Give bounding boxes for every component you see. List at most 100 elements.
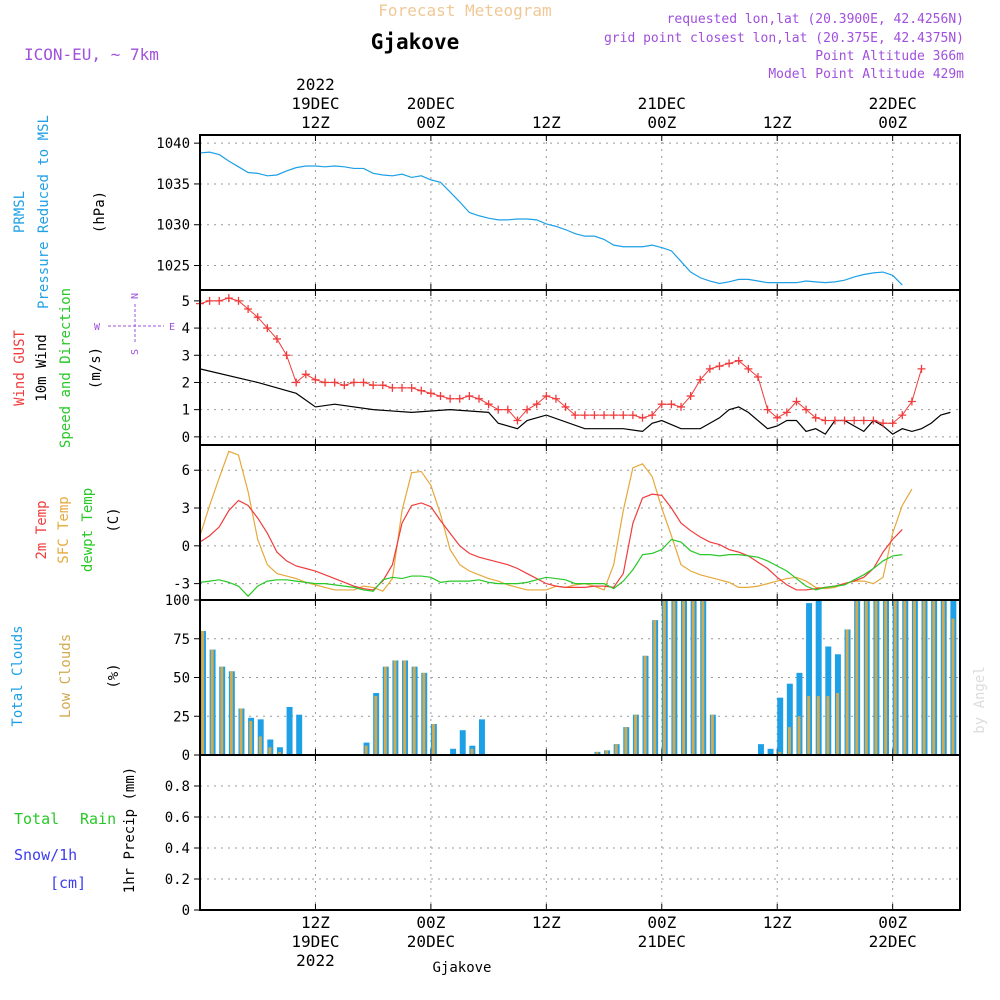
low-cloud-bar [268,747,272,755]
low-cloud-bar [691,600,695,755]
y-tick-label: 5 [182,294,190,310]
wind-gust-point [657,400,666,409]
wind-gust-point [802,405,811,414]
wind-gust-point [311,375,320,384]
wind-gust-point [734,356,743,365]
wind-gust-point [272,334,281,343]
total-label: Total [14,810,59,828]
total-cloud-bar [459,730,466,755]
y-tick-label: 3 [182,348,190,364]
y-tick-label: 0.8 [165,779,190,795]
chart-title: Forecast Meteogram [378,1,551,20]
time-label: 00Z [416,113,445,132]
prmsl-label: PRMSL [12,191,28,233]
wind-gust-point [321,378,330,387]
pressure-labels: PRMSL Pressure Reduced to MSL (hPa) [12,115,108,309]
y-tick-label: -3 [173,577,190,593]
wind-gust-point [532,400,541,409]
y-tick-label: 75 [173,632,190,648]
low-cloud-bar [239,708,243,755]
low-cloud-bar [393,660,397,755]
time-label: 21DEC [638,94,686,113]
y-tick-label: 0 [182,903,190,919]
time-label: 19DEC [291,94,339,113]
y-tick-label: 25 [173,709,190,725]
y-tick-label: 1 [182,403,190,419]
low-cloud-bar [922,600,926,755]
compass-rose: N S W E [94,293,175,355]
wind-gust-point [648,411,657,420]
y-tick-label: 0 [182,748,190,764]
clouds-unit-label: (%) [106,663,122,688]
compass-west: W [94,322,101,333]
y-tick-label: 1030 [156,218,190,234]
wind-gust-point [667,400,676,409]
total-cloud-bar [806,603,813,755]
wind-gust-point [744,364,753,373]
panel-prmsl: 1025 1030 1035 1040 [156,135,960,290]
time-label: 19DEC [291,932,339,951]
total-cloud-bar [767,748,774,755]
low-cloud-bar [874,600,878,755]
low-cloud-bar [201,631,205,755]
low-cloud-bar [778,751,782,755]
total-cloud-bar [815,600,822,755]
panel-temperature: -3 0 3 6 [173,445,960,600]
temp-unit-label: (C) [106,507,122,532]
wind-gust-point [677,402,686,411]
low-cloud-bar [711,714,714,755]
wind-gust-point [619,411,628,420]
precip-unit-label: 1hr Precip (mm) [122,767,138,893]
time-label: 12Z [301,913,330,932]
panel-border [199,754,961,911]
wind-gust-point [580,411,589,420]
wind-gust-point [542,392,551,401]
low-cloud-bar [816,696,820,755]
wind-gust-point [244,305,253,314]
wind-gust-point [628,411,637,420]
time-label: 00Z [878,113,907,132]
low-cloud-bar [422,672,426,755]
y-tick-label: 50 [173,671,190,687]
low-cloud-bar [884,600,888,755]
model-label: ICON-EU, ~ 7km [24,45,159,64]
low-cloud-bar [653,620,657,755]
credit-label: by Angel [972,666,988,733]
wind-gust-point [398,383,407,392]
temp-dewpt-label: dewpt Temp [80,488,96,572]
total-cloud-bar [296,714,303,755]
wind-gust-point [821,416,830,425]
wind-gust-point [850,416,859,425]
low-cloud-bar [210,649,214,755]
pressure-line [199,151,903,286]
wind-10m-line [199,368,951,435]
y-tick-label: 1035 [156,177,190,193]
time-label: 12Z [532,913,561,932]
wind-gust-point [359,378,368,387]
y-tick-label: 0.4 [165,841,190,857]
wind-labels: Wind GUST 10m Wind Speed and Direction (… [12,288,104,448]
low-cloud-bar [624,727,628,755]
wind-gust-point [407,383,416,392]
panel-border [199,444,961,601]
wind-gust-point [388,383,397,392]
low-cloud-bar [595,751,599,755]
wind-gust-point [474,394,483,403]
panels: 1025 1030 1035 1040 0 1 2 3 4 5 -3 0 3 6 0 25 50 75 100 0 0.… [156,134,961,919]
wind-gust-point [600,411,609,420]
low-cloud-bar [941,600,945,755]
y-tick-label: 0 [182,430,190,446]
low-cloud-bar [672,600,676,755]
panel-clouds: 0 25 50 75 100 [165,593,960,764]
wind-gust-point [686,392,695,401]
total-cloud-bar [450,748,457,755]
low-cloud-bar [614,744,618,755]
wind-gust-point [494,405,503,414]
wind-gust-point [830,416,839,425]
low-cloud-bar [258,736,262,755]
snow-unit-label: [cm] [50,874,86,892]
wind-gust-point [725,359,734,368]
y-tick-label: 6 [182,463,190,479]
